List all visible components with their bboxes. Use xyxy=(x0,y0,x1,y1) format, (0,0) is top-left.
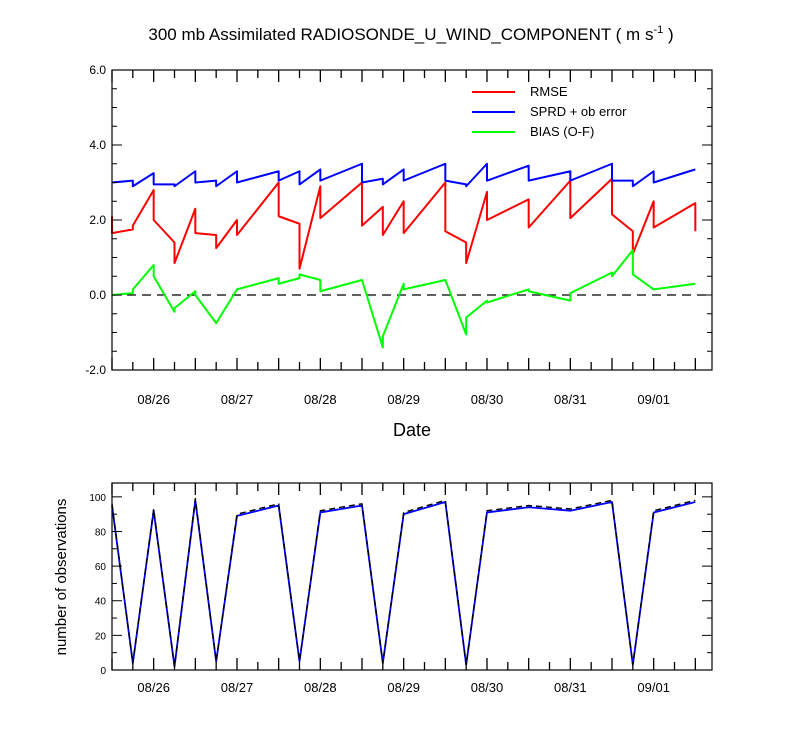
x-tick-label-08-27: 08/27 xyxy=(221,392,254,407)
top-plot-frame xyxy=(111,69,713,371)
chart-title-close: ) xyxy=(663,25,673,44)
legend-label-rmse: RMSE xyxy=(530,84,568,99)
y-tick-label: 6.0 xyxy=(89,63,106,77)
chart-title-main: 300 mb Assimilated RADIOSONDE_U_WIND_COM… xyxy=(148,25,653,44)
y-tick-label: 40 xyxy=(95,597,107,608)
chart-title: 300 mb Assimilated RADIOSONDE_U_WIND_COM… xyxy=(148,24,673,44)
bottom-y-tick-labels: 0 20 40 60 80 100 xyxy=(89,493,106,677)
y-tick-label: 80 xyxy=(95,527,107,538)
x-tick-label-08-28: 08/28 xyxy=(304,392,337,407)
x-tick-label-08-29: 08/29 xyxy=(387,392,420,407)
legend-label-sprd: SPRD + ob error xyxy=(530,104,627,119)
x-tick-label-08-30: 08/30 xyxy=(471,680,504,695)
y-tick-label: 60 xyxy=(95,562,107,573)
bottom-x-tick-labels: 08/26 08/27 08/28 08/29 08/30 08/31 09/01 xyxy=(137,680,670,695)
top-series-group xyxy=(111,162,697,349)
series-line-rmse xyxy=(111,177,697,270)
series-line-sprd-ob-error xyxy=(111,162,696,188)
top-x-tick-labels: 08/26 08/27 08/28 08/29 08/30 08/31 09/01 xyxy=(137,392,670,407)
x-tick-label-08-28: 08/28 xyxy=(304,680,337,695)
top-panel: -2.00.02.04.06.0 08/26 08/27 08/28 08/29 08/… xyxy=(85,63,713,440)
x-tick-label-08-26: 08/26 xyxy=(137,680,170,695)
chart-title-units-sup: -1 xyxy=(653,24,663,36)
bottom-series-group xyxy=(111,497,696,668)
x-tick-label-08-31: 08/31 xyxy=(554,680,587,695)
bottom-y-axis-label: number of observations xyxy=(53,499,70,656)
y-tick-label: 2.0 xyxy=(89,213,106,227)
x-tick-label-08-26: 08/26 xyxy=(137,392,170,407)
bottom-plot-frame xyxy=(111,482,713,671)
y-tick-label: 0.0 xyxy=(89,288,106,302)
series-line-bias-o-f xyxy=(111,249,696,349)
top-x-axis-label: Date xyxy=(393,420,431,440)
x-tick-label-08-29: 08/29 xyxy=(387,680,420,695)
x-tick-label-08-30: 08/30 xyxy=(471,392,504,407)
top-y-tick-labels: -2.0 0.0 2.0 4.0 6.0 xyxy=(85,63,106,377)
x-tick-label-09-01: 09/01 xyxy=(637,680,670,695)
x-tick-label-08-31: 08/31 xyxy=(554,392,587,407)
bottom-axis-ticks xyxy=(111,483,712,671)
y-tick-label: -2.0 xyxy=(85,363,106,377)
series-line-possible xyxy=(111,497,696,668)
y-tick-label: 4.0 xyxy=(89,138,106,152)
legend: RMSE SPRD + ob error BIAS (O-F) xyxy=(472,84,627,139)
x-tick-label-09-01: 09/01 xyxy=(637,392,670,407)
y-tick-label: 20 xyxy=(95,631,107,642)
x-tick-label-08-27: 08/27 xyxy=(221,680,254,695)
legend-label-bias: BIAS (O-F) xyxy=(530,124,594,139)
y-tick-label: 100 xyxy=(89,493,106,504)
y-tick-label: 0 xyxy=(100,666,106,677)
